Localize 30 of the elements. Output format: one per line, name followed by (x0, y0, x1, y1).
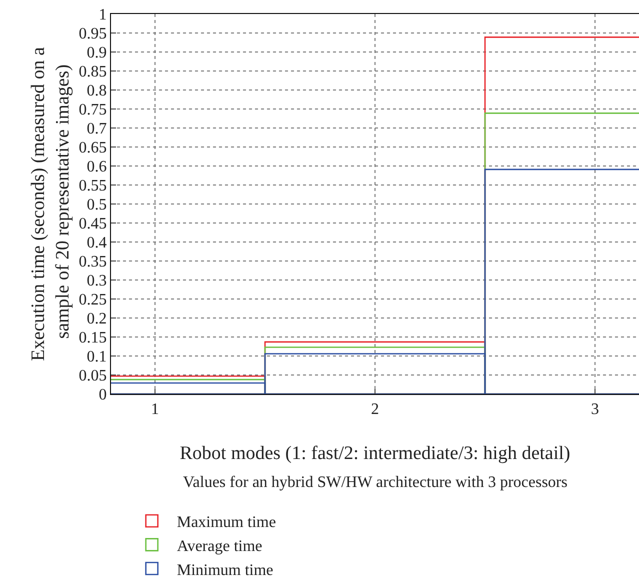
y-tick-label: 0.5 (86, 196, 107, 214)
y-tick-label: 0.45 (78, 216, 107, 233)
y-tick-label: 0.2 (86, 310, 107, 328)
y-tick-label: 0.1 (86, 348, 107, 366)
y-tick-label: 0.95 (78, 26, 107, 43)
y-tick-label: 0.8 (86, 82, 107, 100)
x-tick-label: 2 (371, 401, 379, 418)
y-tick-label: 0.4 (86, 234, 107, 252)
text: Values for an hybrid SW/HW architecture with 3 processors (183, 474, 568, 491)
legend-label: Minimum time (176, 562, 274, 579)
x-axis-title: Robot modes (1: fast/2: intermediate/3: high detail) (180, 443, 570, 464)
y-tick-label: 0.75 (78, 102, 107, 119)
x-tick-label: 1 (151, 401, 159, 418)
legend-label: Average time (176, 538, 262, 555)
y-tick-label: 0 (98, 386, 107, 404)
y-tick-label: 0.6 (86, 158, 107, 176)
y-tick-label: 0.25 (78, 292, 107, 309)
y-tick-label: 0.35 (78, 254, 107, 271)
y-tick-label: 1 (98, 6, 107, 24)
y-tick-label: 0.05 (78, 368, 107, 385)
y-tick-label: 0.65 (78, 140, 107, 157)
legend-label: Maximum time (176, 514, 276, 532)
y-tick-label: 0.15 (78, 330, 107, 347)
y-tick-label: 0.85 (78, 64, 107, 81)
y-tick-label: 0.55 (78, 178, 107, 195)
y-tick-label: 0.7 (86, 120, 107, 138)
y-tick-label: 0.3 (86, 272, 107, 290)
y-tick-label: 0.9 (86, 44, 107, 62)
y-axis-title: Execution time (seconds) (measured on a sample of 20 representative images) (28, 46, 74, 361)
x-tick-label: 3 (591, 401, 599, 418)
